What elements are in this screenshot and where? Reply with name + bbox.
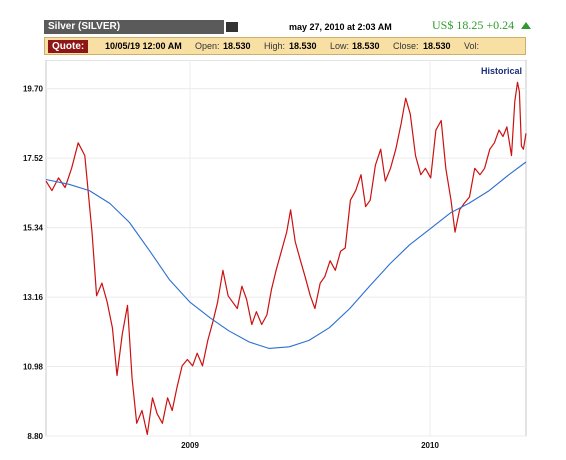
close-value: 18.530 bbox=[423, 41, 451, 51]
y-tick-label: 13.16 bbox=[23, 293, 44, 302]
y-tick-label: 10.98 bbox=[23, 363, 44, 372]
low-label: Low: bbox=[330, 41, 350, 51]
open-label: Open: bbox=[195, 41, 220, 51]
y-tick-label: 8.80 bbox=[27, 432, 43, 441]
plot-area bbox=[45, 60, 527, 437]
grid bbox=[46, 60, 526, 437]
close-label: Close: bbox=[393, 41, 419, 51]
price-chart: 8.80 10.98 13.16 15.34 17.52 19.70 2009 2010 H… bbox=[23, 60, 527, 450]
quote-datetime: may 27, 2010 at 2:03 AM bbox=[289, 22, 392, 32]
x-tick-label: 2010 bbox=[421, 441, 439, 450]
instrument-label: Silver (SILVER) bbox=[48, 21, 121, 32]
legend-label: Historical bbox=[481, 66, 522, 76]
series-layer bbox=[45, 81, 527, 435]
high-label: High: bbox=[264, 41, 286, 51]
x-axis-ticks: 2009 2010 bbox=[181, 441, 439, 450]
y-axis-ticks: 8.80 10.98 13.16 15.34 17.52 19.70 bbox=[23, 85, 44, 441]
instrument-tab[interactable]: Silver (SILVER) bbox=[44, 20, 238, 34]
low-value: 18.530 bbox=[352, 41, 380, 51]
average-series-line bbox=[45, 161, 527, 349]
expand-icon[interactable] bbox=[226, 22, 238, 32]
vol-label: Vol: bbox=[464, 41, 480, 51]
plot-frame bbox=[45, 60, 527, 437]
x-tick-label: 2009 bbox=[181, 441, 199, 450]
high-value: 18.530 bbox=[289, 41, 317, 51]
y-tick-label: 19.70 bbox=[23, 85, 44, 94]
open-value: 18.530 bbox=[223, 41, 251, 51]
quote-bar: Quote: 10/05/19 12:00 AM Open: 18.530 Hi… bbox=[44, 37, 526, 55]
y-tick-label: 15.34 bbox=[23, 224, 44, 233]
y-tick-label: 17.52 bbox=[23, 154, 44, 163]
up-arrow-icon bbox=[521, 22, 531, 29]
current-price: US$ 18.25 +0.24 bbox=[432, 18, 515, 32]
quote-button[interactable]: Quote: bbox=[48, 40, 89, 53]
price-series-line bbox=[45, 81, 527, 435]
quote-timestamp: 10/05/19 12:00 AM bbox=[105, 41, 182, 51]
